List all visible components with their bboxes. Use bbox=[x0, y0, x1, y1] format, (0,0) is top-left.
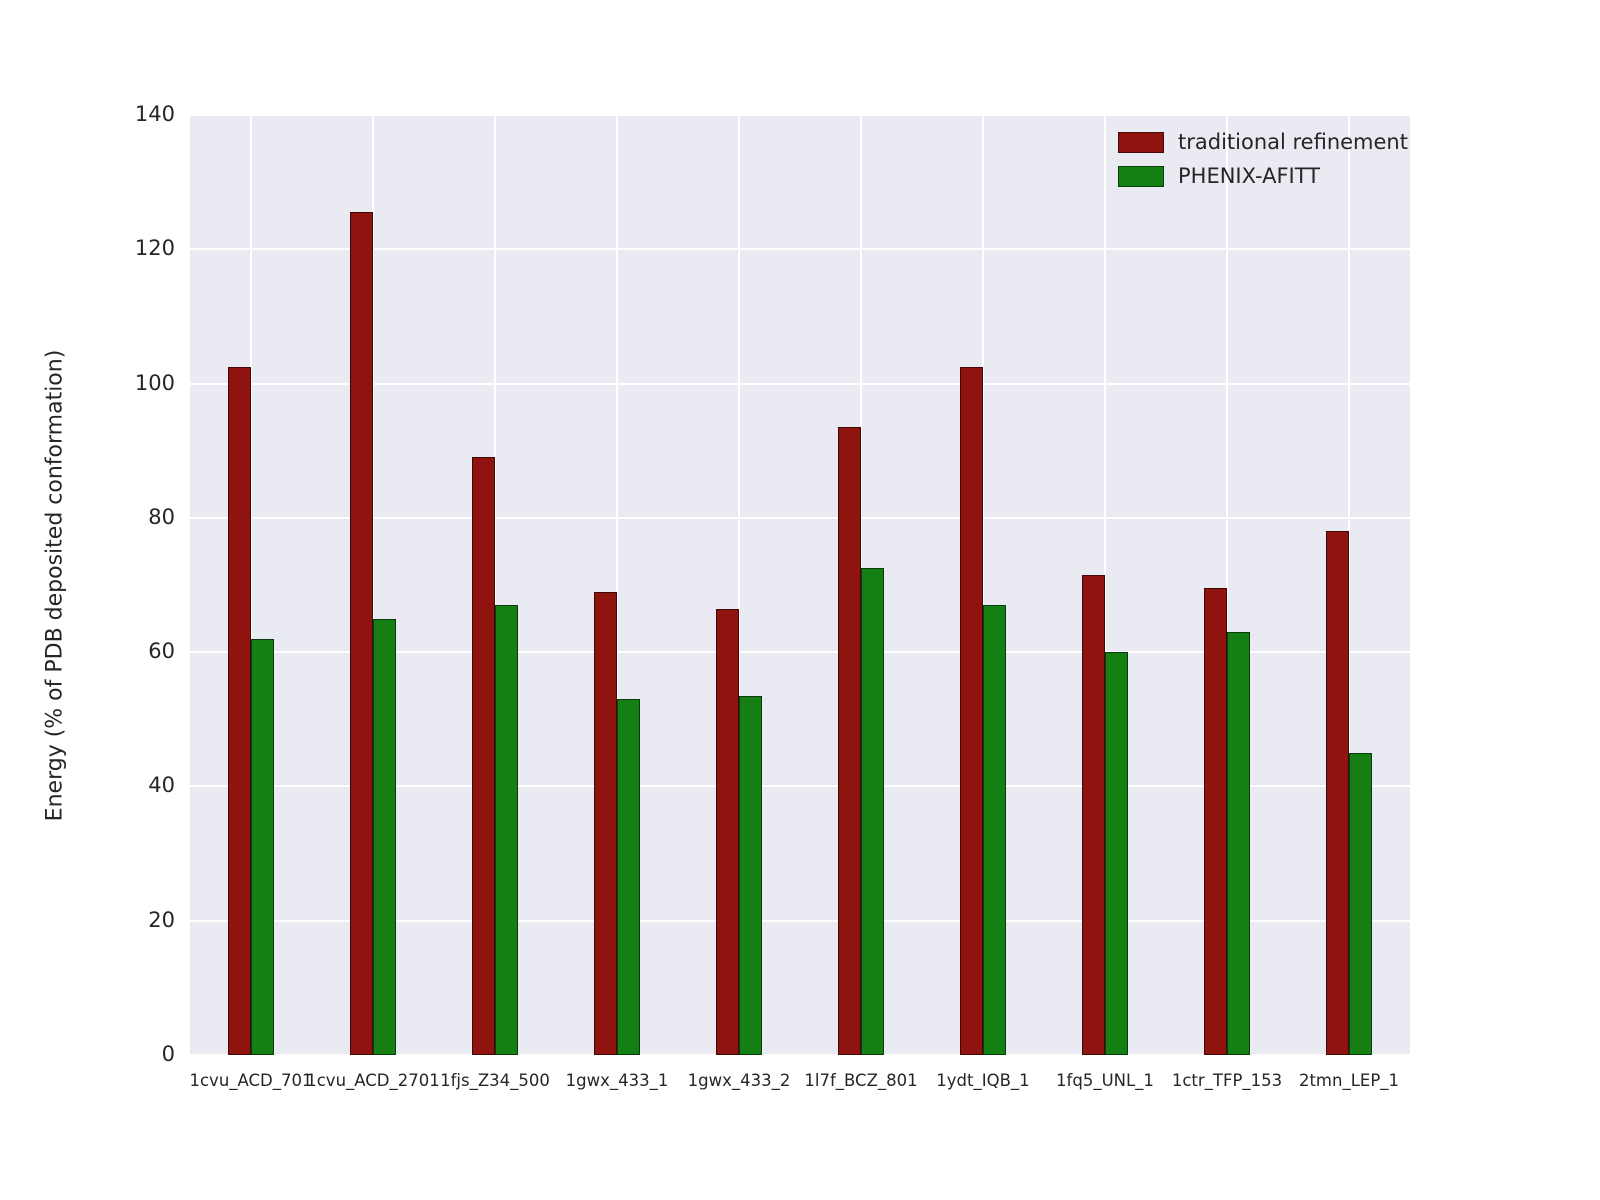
gridline-vertical bbox=[1348, 115, 1350, 1055]
bar-phenix-afitt bbox=[373, 618, 396, 1055]
legend-label: traditional refinement bbox=[1178, 130, 1408, 154]
x-tick-label: 1fq5_UNL_1 bbox=[1056, 1071, 1154, 1090]
legend-swatch bbox=[1118, 165, 1164, 187]
bar-traditional-refinement bbox=[472, 457, 495, 1055]
x-tick-label: 1cvu_ACD_701 bbox=[189, 1071, 313, 1090]
y-tick-label: 100 bbox=[134, 370, 175, 395]
bar-phenix-afitt bbox=[1105, 652, 1128, 1055]
gridline-horizontal bbox=[190, 382, 1410, 385]
legend-swatch bbox=[1118, 131, 1164, 153]
bar-phenix-afitt bbox=[983, 605, 1006, 1055]
y-tick-label: 80 bbox=[148, 504, 175, 529]
gridline-horizontal bbox=[190, 248, 1410, 251]
bar-phenix-afitt bbox=[739, 695, 762, 1055]
x-tick-label: 1fjs_Z34_500 bbox=[440, 1071, 550, 1090]
gridline-vertical bbox=[372, 115, 374, 1055]
plot-area bbox=[190, 114, 1410, 1056]
y-tick-label: 40 bbox=[148, 773, 175, 798]
legend: traditional refinement PHENIX-AFITT bbox=[1118, 130, 1408, 188]
gridline-vertical bbox=[250, 115, 252, 1055]
y-tick-label: 140 bbox=[134, 102, 175, 126]
gridline-vertical bbox=[1104, 115, 1106, 1055]
gridline-vertical bbox=[616, 115, 618, 1055]
gridline-horizontal bbox=[190, 1054, 1410, 1056]
x-tick-label: 1cvu_ACD_2701 bbox=[306, 1071, 440, 1090]
y-tick-label: 0 bbox=[161, 1042, 175, 1066]
bar-phenix-afitt bbox=[617, 699, 640, 1055]
x-tick-label: 1gwx_433_2 bbox=[687, 1071, 791, 1090]
bar-phenix-afitt bbox=[1227, 632, 1250, 1055]
x-tick-label: 1ydt_IQB_1 bbox=[936, 1071, 1030, 1090]
bar-phenix-afitt bbox=[251, 638, 274, 1055]
bar-phenix-afitt bbox=[495, 605, 518, 1055]
gridline-horizontal bbox=[190, 651, 1410, 654]
bar-traditional-refinement bbox=[1082, 574, 1105, 1055]
gridline-horizontal bbox=[190, 516, 1410, 519]
gridline-vertical bbox=[1226, 115, 1228, 1055]
x-tick-label: 1l7f_BCZ_801 bbox=[804, 1071, 918, 1090]
gridline-vertical bbox=[494, 115, 496, 1055]
bar-traditional-refinement bbox=[228, 366, 251, 1055]
bar-traditional-refinement bbox=[594, 591, 617, 1055]
bar-traditional-refinement bbox=[1204, 588, 1227, 1055]
x-tick-label: 2tmn_LEP_1 bbox=[1298, 1071, 1400, 1090]
gridline-vertical bbox=[738, 115, 740, 1055]
y-tick-label: 120 bbox=[134, 236, 175, 261]
gridline-vertical bbox=[982, 115, 984, 1055]
y-tick-label: 60 bbox=[148, 639, 175, 664]
gridline-horizontal bbox=[190, 114, 1410, 116]
bar-traditional-refinement bbox=[960, 366, 983, 1055]
legend-item: PHENIX-AFITT bbox=[1118, 164, 1408, 188]
legend-item: traditional refinement bbox=[1118, 130, 1408, 154]
bar-traditional-refinement bbox=[716, 608, 739, 1055]
gridline-horizontal bbox=[190, 785, 1410, 788]
bar-traditional-refinement bbox=[838, 427, 861, 1055]
bar-traditional-refinement bbox=[350, 212, 373, 1055]
bar-phenix-afitt bbox=[1349, 752, 1372, 1055]
y-tick-label: 20 bbox=[148, 907, 175, 932]
legend-label: PHENIX-AFITT bbox=[1178, 164, 1321, 188]
y-axis-label: Energy (% of PDB deposited conformation) bbox=[42, 349, 68, 822]
x-tick-label: 1gwx_433_1 bbox=[565, 1071, 669, 1090]
gridline-horizontal bbox=[190, 919, 1410, 922]
bar-phenix-afitt bbox=[861, 568, 884, 1055]
bar-traditional-refinement bbox=[1326, 531, 1349, 1055]
x-tick-label: 1ctr_TFP_153 bbox=[1171, 1071, 1283, 1090]
